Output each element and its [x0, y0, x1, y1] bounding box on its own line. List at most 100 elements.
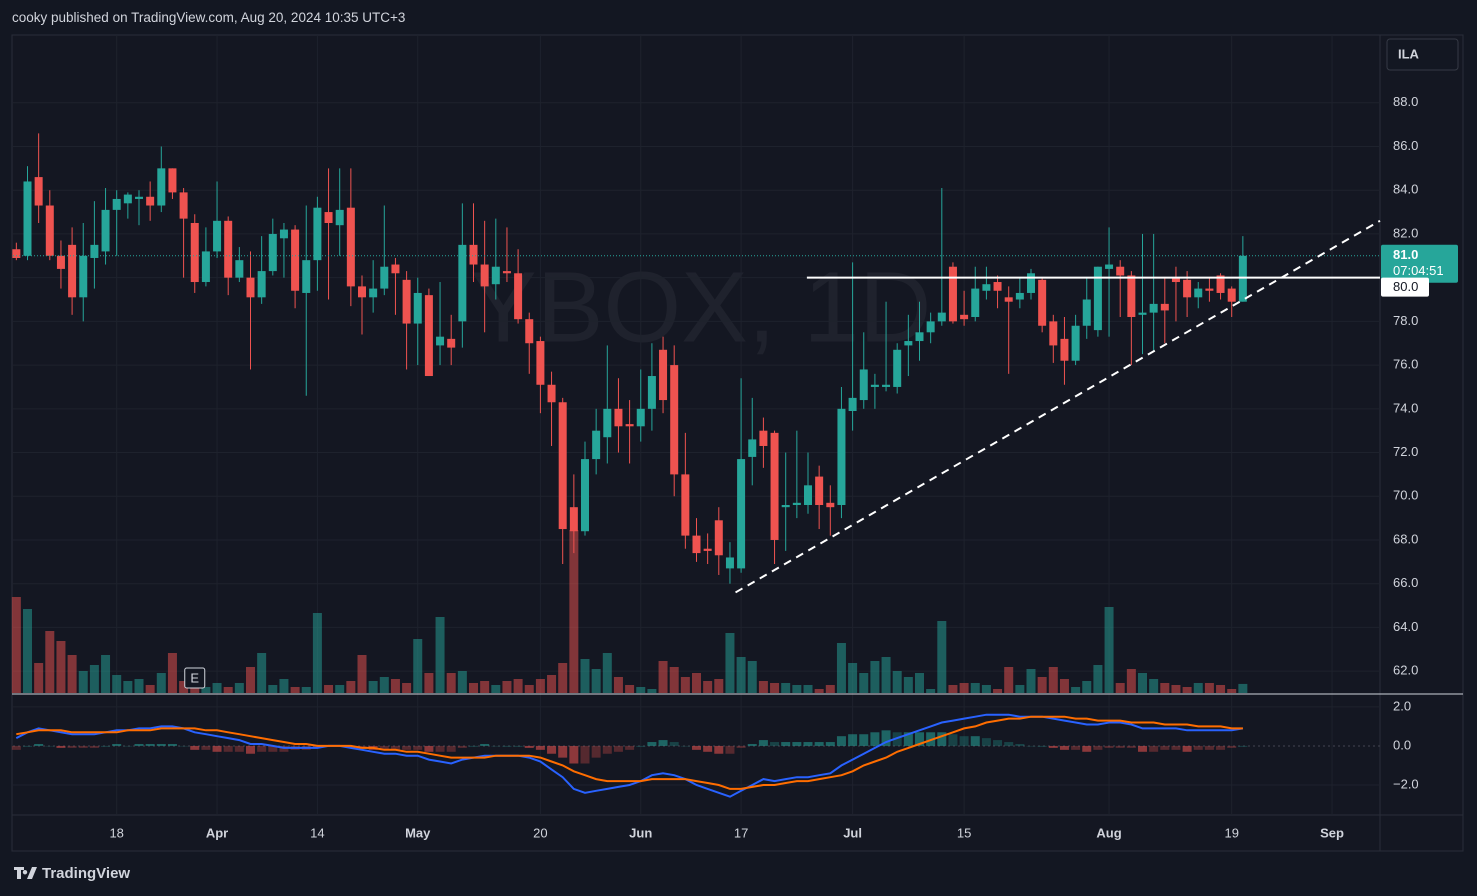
candle-body — [402, 279, 411, 324]
volume-bar — [368, 681, 378, 693]
candle-body — [603, 408, 612, 438]
histogram-bar — [413, 745, 423, 750]
x-tick-label: 14 — [310, 825, 324, 840]
candle-body — [257, 271, 266, 298]
candle-body — [157, 168, 166, 206]
candle-body — [45, 205, 54, 256]
y-tick-label: 78.0 — [1393, 313, 1418, 328]
candle-body — [926, 321, 935, 333]
volume-bar — [993, 689, 1003, 693]
histogram-bar — [11, 745, 21, 750]
candle-body — [424, 295, 433, 377]
x-tick-label: 15 — [957, 825, 971, 840]
histogram-bar — [78, 745, 88, 748]
candle-body — [302, 260, 311, 293]
histogram-bar — [803, 742, 813, 746]
volume-bar — [89, 665, 99, 693]
x-tick-label: Aug — [1096, 825, 1121, 840]
candle-body — [291, 229, 300, 291]
candle-body — [469, 244, 478, 265]
candle-body — [993, 282, 1002, 291]
volume-bar — [134, 679, 144, 693]
candle-body — [1105, 264, 1114, 269]
volume-bar — [502, 681, 512, 693]
histogram-bar — [558, 745, 568, 758]
volume-bar — [268, 685, 278, 693]
candle-body — [592, 430, 601, 460]
candle-body — [792, 502, 801, 505]
volume-bar — [390, 679, 400, 693]
volume-bar — [636, 687, 646, 693]
candle-body — [324, 212, 333, 223]
histogram-bar — [123, 745, 133, 747]
volume-bar — [346, 681, 356, 693]
candle-body — [56, 255, 65, 269]
candle-body — [647, 376, 656, 409]
histogram-bar — [625, 745, 635, 750]
volume-bar — [324, 685, 334, 693]
candle-body — [1238, 255, 1247, 302]
volume-bar — [1216, 685, 1226, 693]
x-tick-label: Apr — [206, 825, 228, 840]
candle-body — [23, 181, 32, 256]
volume-bar — [1115, 683, 1125, 693]
volume-bar — [569, 530, 579, 693]
histogram-bar — [34, 743, 44, 746]
y-tick-label: 70.0 — [1393, 488, 1418, 503]
volume-bar — [435, 617, 445, 693]
histogram-bar — [101, 745, 111, 747]
volume-bar — [848, 663, 858, 693]
histogram-bar — [22, 745, 32, 747]
volume-bar — [234, 683, 244, 693]
histogram-bar — [814, 742, 824, 746]
candle-body — [1049, 321, 1058, 346]
candle-body — [1149, 303, 1158, 313]
currency-box[interactable] — [1386, 38, 1459, 71]
histogram-bar — [1082, 745, 1092, 752]
histogram-bar — [1182, 745, 1192, 752]
candle-body — [123, 194, 132, 204]
volume-bar — [1149, 679, 1159, 693]
histogram-bar — [981, 738, 991, 746]
candle-body — [246, 277, 255, 298]
histogram-bar — [513, 745, 523, 747]
x-tick-label: 17 — [734, 825, 748, 840]
histogram-bar — [268, 745, 278, 752]
candle-body — [1227, 288, 1236, 302]
histogram-bar — [424, 745, 434, 752]
volume-bar — [926, 689, 936, 693]
histogram-bar — [379, 745, 389, 750]
candle-body — [1205, 288, 1214, 291]
candle-body — [90, 244, 99, 258]
watermark: YBOX, 1D — [470, 251, 931, 363]
y-tick-label: 66.0 — [1393, 575, 1418, 590]
y-tick-label: 88.0 — [1393, 94, 1418, 109]
histogram-bar — [524, 745, 534, 748]
histogram-bar — [1204, 745, 1214, 750]
volume-bar — [491, 685, 501, 693]
candle-body — [870, 384, 879, 387]
histogram-bar — [535, 745, 545, 750]
histogram-bar — [714, 745, 724, 754]
volume-bar — [747, 661, 757, 693]
volume-bar — [1204, 683, 1214, 693]
histogram-bar — [937, 732, 947, 746]
candle-body — [1171, 277, 1180, 283]
volume-bar — [1071, 687, 1081, 693]
volume-bar — [22, 609, 32, 693]
volume-bar — [245, 667, 255, 693]
volume-bar — [1026, 669, 1036, 693]
volume-bar — [212, 683, 222, 693]
volume-bar — [613, 677, 623, 693]
histogram-bar — [915, 732, 925, 746]
candle-body — [625, 424, 634, 427]
candle-body — [1160, 303, 1169, 311]
x-tick-label: Jun — [629, 825, 652, 840]
histogram-bar — [758, 740, 768, 746]
volume-bar — [937, 621, 947, 693]
histogram-bar — [959, 736, 969, 746]
volume-bar — [948, 685, 958, 693]
histogram-bar — [468, 745, 478, 747]
volume-bar — [179, 681, 189, 693]
volume-bar — [870, 661, 880, 693]
